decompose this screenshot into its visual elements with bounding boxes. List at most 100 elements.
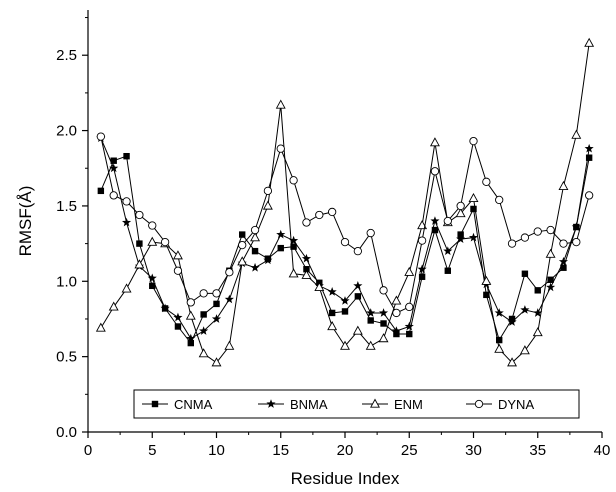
- data-point-enm: [468, 192, 479, 203]
- data-point-enm: [584, 37, 595, 47]
- data-point-bnma: [443, 246, 453, 256]
- data-point-dyna: [533, 227, 542, 236]
- data-point-cnma: [174, 323, 182, 330]
- data-point-cnma: [187, 339, 194, 347]
- data-point-dyna: [585, 191, 594, 200]
- data-point-dyna: [212, 289, 221, 298]
- data-point-enm: [172, 250, 183, 260]
- data-point-dyna: [353, 246, 362, 256]
- data-point-dyna: [109, 191, 118, 200]
- data-point-cnma: [277, 244, 284, 252]
- legend: CNMA BNMA ENM DYNA: [133, 389, 580, 419]
- data-point-dyna: [469, 136, 478, 146]
- data-point-dyna: [495, 195, 504, 205]
- y-tick-label: 1.0: [56, 273, 77, 290]
- legend-marker-bnma: [266, 399, 276, 408]
- series-line-dyna: [100, 136, 590, 314]
- data-point-bnma: [353, 281, 363, 290]
- data-point-dyna: [392, 308, 401, 318]
- data-point-cnma: [200, 311, 207, 318]
- x-tick-label: 0: [84, 442, 92, 459]
- data-point-bnma: [417, 264, 427, 274]
- series-layer: [95, 37, 595, 367]
- data-point-dyna: [572, 237, 581, 247]
- data-point-enm: [134, 259, 145, 269]
- legend-item-dyna: DYNA: [466, 397, 534, 412]
- data-point-dyna: [225, 268, 234, 277]
- data-point-bnma: [378, 308, 389, 317]
- data-point-dyna: [379, 286, 388, 295]
- legend-label-cnma: CNMA: [174, 397, 213, 412]
- data-point-dyna: [96, 132, 106, 141]
- x-tick-label: 35: [529, 442, 546, 459]
- data-point-cnma: [521, 270, 529, 277]
- y-tick-label: 0.5: [56, 349, 77, 366]
- data-point-enm: [340, 340, 350, 350]
- y-tick-label: 2.5: [56, 47, 77, 64]
- data-point-bnma: [494, 308, 504, 317]
- data-point-enm: [314, 281, 325, 291]
- data-point-enm: [288, 268, 299, 278]
- legend-box: [133, 389, 580, 419]
- data-point-dyna: [366, 228, 375, 238]
- data-point-cnma: [341, 308, 349, 315]
- data-point-cnma: [418, 273, 426, 280]
- data-point-cnma: [380, 320, 387, 327]
- data-point-dyna: [250, 225, 260, 235]
- series-bnma: [96, 133, 594, 343]
- data-point-cnma: [251, 247, 259, 255]
- data-point-cnma: [534, 287, 541, 294]
- data-point-dyna: [482, 177, 491, 186]
- data-point-dyna: [546, 225, 555, 235]
- data-point-enm: [250, 232, 261, 242]
- data-point-dyna: [443, 216, 452, 226]
- data-point-enm: [365, 340, 376, 350]
- data-point-bnma: [468, 232, 479, 242]
- data-point-enm: [429, 137, 440, 147]
- legend-marker-enm: [370, 398, 380, 408]
- data-point-bnma: [391, 326, 401, 335]
- data-point-bnma: [199, 326, 209, 335]
- data-point-dyna: [507, 239, 517, 248]
- legend-label-enm: ENM: [394, 397, 423, 412]
- data-point-enm: [404, 266, 415, 276]
- legend-marker-cnma: [151, 400, 159, 408]
- data-point-dyna: [238, 240, 247, 250]
- data-point-cnma: [136, 240, 143, 247]
- data-point-bnma: [520, 305, 530, 314]
- legend-item-bnma: BNMA: [258, 397, 328, 412]
- data-point-dyna: [315, 210, 324, 220]
- y-axis-title: RMSF(Å): [16, 186, 35, 257]
- data-point-cnma: [97, 187, 105, 195]
- y-tick-label: 0.0: [56, 424, 77, 441]
- data-point-dyna: [327, 207, 337, 217]
- data-point-enm: [494, 343, 505, 353]
- legend-item-cnma: CNMA: [142, 397, 213, 412]
- data-point-dyna: [405, 302, 414, 312]
- data-point-cnma: [213, 300, 220, 308]
- data-point-bnma: [109, 163, 119, 173]
- x-tick-label: 10: [208, 442, 225, 459]
- data-point-dyna: [340, 237, 350, 247]
- data-point-enm: [237, 256, 248, 266]
- x-tick-label: 40: [594, 442, 611, 459]
- data-point-dyna: [186, 298, 195, 307]
- data-point-bnma: [546, 282, 556, 292]
- data-point-bnma: [327, 287, 337, 296]
- data-point-enm: [481, 275, 492, 285]
- data-point-bnma: [289, 235, 299, 245]
- data-point-cnma: [560, 264, 567, 271]
- data-point-enm: [185, 310, 196, 320]
- x-tick-label: 25: [401, 442, 418, 459]
- data-point-enm: [198, 348, 209, 358]
- data-point-cnma: [431, 226, 439, 234]
- data-point-dyna: [160, 237, 170, 247]
- data-point-enm: [224, 340, 235, 350]
- data-point-cnma: [483, 291, 490, 299]
- x-tick-label: 30: [465, 442, 482, 459]
- y-tick-label: 2.0: [56, 123, 77, 140]
- data-point-bnma: [404, 321, 414, 331]
- series-dyna: [96, 132, 594, 318]
- data-point-bnma: [533, 308, 543, 317]
